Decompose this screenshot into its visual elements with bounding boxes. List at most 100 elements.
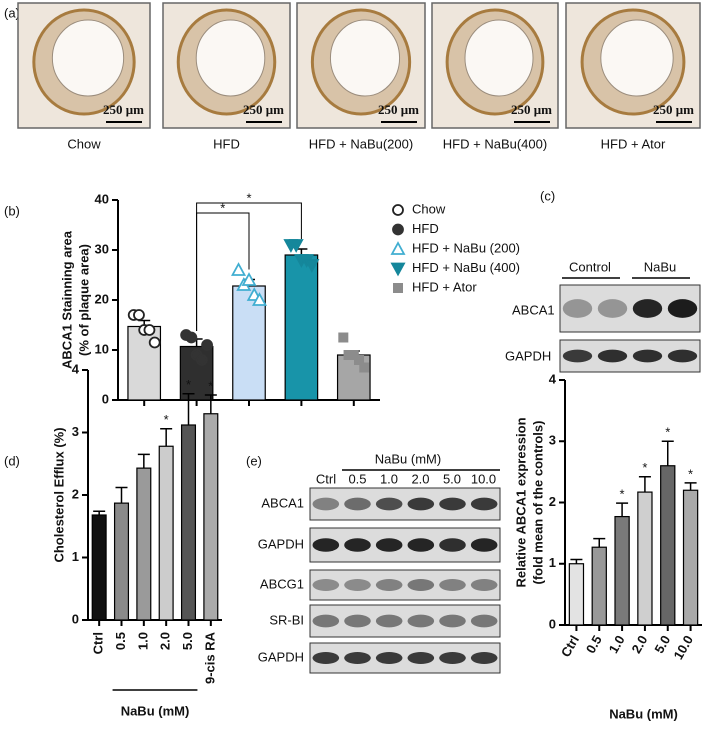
- legend-label: HFD + Ator: [412, 279, 477, 294]
- panel-label: (d): [4, 453, 20, 468]
- data-point: [251, 292, 267, 306]
- row-label: ABCG1: [260, 576, 304, 591]
- lumen: [329, 19, 401, 97]
- y-tick-label: 0: [72, 611, 79, 626]
- band: [344, 579, 371, 591]
- band: [344, 614, 371, 628]
- data-point: [338, 332, 349, 343]
- x-tick-label: 0.5: [113, 632, 128, 650]
- blot-row: [309, 569, 501, 601]
- legend-label: HFD: [412, 221, 439, 236]
- data-point: [354, 355, 365, 365]
- y-tick-label: 0: [549, 616, 556, 631]
- y-tick-label: 4: [72, 361, 80, 376]
- x-axis-label: NaBu (mM): [609, 706, 678, 721]
- image-label: HFD: [213, 136, 240, 151]
- band: [470, 652, 498, 664]
- band: [375, 652, 403, 664]
- image-label: Chow: [67, 136, 101, 151]
- significance-label: *: [220, 200, 225, 215]
- x-tick-label: Ctrl: [91, 632, 106, 654]
- lumen: [51, 19, 125, 97]
- value-label: *: [186, 377, 191, 392]
- data-point: [343, 350, 354, 360]
- x-tick-label: 2.0: [158, 632, 173, 650]
- row-label: GAPDH: [258, 536, 304, 551]
- band: [407, 579, 435, 591]
- band: [312, 538, 340, 552]
- band: [562, 299, 593, 318]
- data-point: [201, 339, 213, 351]
- band: [407, 614, 435, 628]
- bar: [637, 491, 653, 626]
- blot-row: [309, 487, 501, 521]
- x-tick-label: 10.0: [671, 633, 697, 662]
- error-bar: [93, 510, 106, 515]
- data-point: [148, 336, 161, 349]
- data-point: [241, 272, 257, 286]
- y-tick-label: 2: [72, 486, 79, 501]
- band: [470, 538, 498, 552]
- panel-label: (e): [246, 453, 262, 468]
- band: [439, 538, 466, 552]
- error-bar: [182, 393, 195, 425]
- band: [439, 614, 466, 628]
- band: [375, 538, 403, 552]
- image-label: HFD + NaBu(200): [309, 136, 413, 151]
- band: [632, 349, 663, 363]
- value-label: *: [665, 425, 670, 440]
- y-tick-label: 20: [95, 291, 109, 306]
- treatment-label: NaBu (mM): [375, 451, 441, 466]
- band: [667, 299, 698, 318]
- group-label: Control: [569, 259, 611, 274]
- y-axis-label: ABCA1 Stainning area: [59, 230, 74, 369]
- band: [375, 614, 403, 628]
- error-bar: [684, 482, 697, 491]
- band: [344, 538, 371, 552]
- band: [632, 299, 663, 318]
- lane-label: Ctrl: [316, 471, 336, 486]
- x-tick-label: 1.0: [606, 633, 628, 656]
- bar: [180, 424, 197, 621]
- scale-label: 250 μm: [243, 102, 284, 117]
- row-label: ABCA1: [261, 495, 304, 510]
- row-label: SR-BI: [269, 612, 304, 627]
- x-tick-label: 0.5: [583, 633, 605, 656]
- bar: [158, 445, 174, 621]
- significance-label: *: [246, 190, 251, 205]
- y-tick-label: 3: [72, 424, 79, 439]
- legend-marker: [390, 262, 406, 277]
- band: [439, 652, 466, 664]
- image-label: HFD + Ator: [601, 136, 666, 151]
- y-tick-label: 40: [95, 191, 109, 206]
- scale-label: 250 μm: [653, 102, 694, 117]
- bar: [203, 413, 219, 621]
- bar: [91, 514, 107, 621]
- legend-label: HFD + NaBu (400): [412, 260, 520, 275]
- band: [375, 579, 403, 591]
- data-point: [359, 362, 370, 373]
- data-point: [185, 331, 198, 344]
- lane-label: 5.0: [443, 471, 461, 486]
- error-bar: [593, 537, 606, 548]
- x-tick-label: 5.0: [651, 633, 673, 656]
- value-label: *: [620, 487, 625, 502]
- lane-label: 10.0: [471, 471, 496, 486]
- group-label: NaBu: [644, 259, 677, 274]
- data-point: [288, 239, 304, 253]
- data-point: [348, 350, 359, 360]
- bar: [284, 254, 319, 401]
- value-label: *: [688, 466, 693, 481]
- lane-label: 2.0: [411, 471, 429, 486]
- image-label: HFD + NaBu(400): [443, 136, 547, 151]
- panel-label: (c): [540, 188, 555, 203]
- row-label: GAPDH: [258, 649, 304, 664]
- bar: [614, 515, 630, 626]
- y-tick-label: 1: [549, 555, 556, 570]
- error-bar: [661, 440, 674, 466]
- blot-row: [309, 527, 501, 563]
- y-tick-label: 0: [102, 391, 109, 406]
- data-point: [195, 354, 208, 366]
- band: [439, 579, 466, 591]
- band: [439, 497, 466, 511]
